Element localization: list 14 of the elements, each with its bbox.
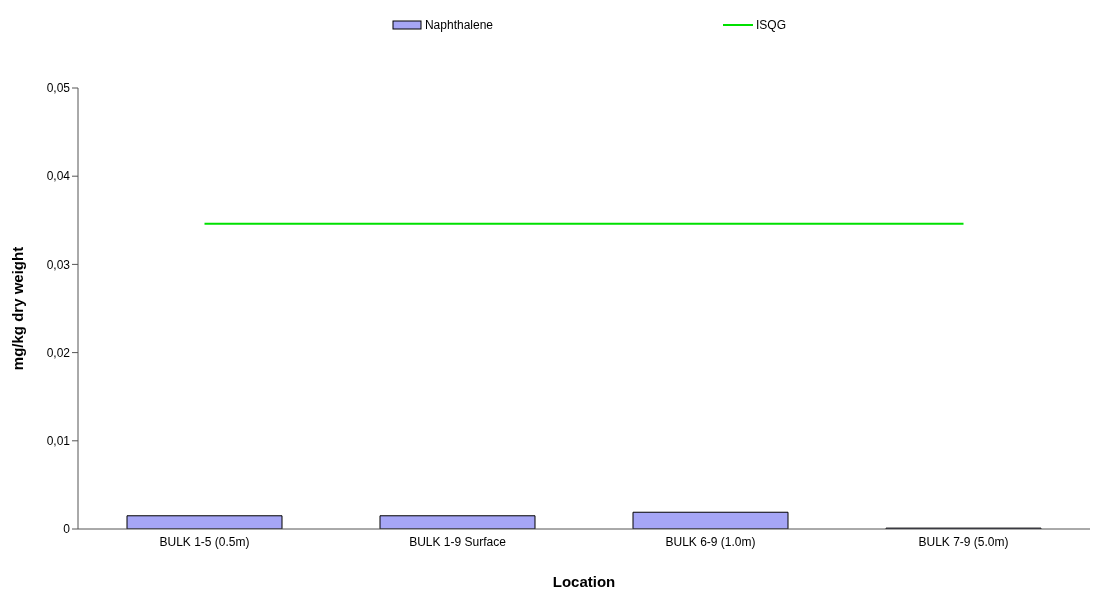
x-tick-label: BULK 6-9 (1.0m) (665, 534, 756, 549)
x-tick-label: BULK 1-5 (0.5m) (159, 534, 250, 549)
y-axis-title: mg/kg dry weight (9, 246, 27, 371)
y-tick-label: 0,05 (46, 81, 71, 96)
y-tick-label: 0,03 (46, 257, 71, 272)
legend-label: Naphthalene (423, 18, 494, 32)
y-tick-label: 0,02 (46, 345, 71, 360)
y-tick-label: 0,01 (46, 434, 71, 449)
y-tick-label: 0 (63, 522, 71, 537)
y-tick-label: 0,04 (46, 169, 71, 184)
x-tick-label: BULK 1-9 Surface (409, 534, 507, 549)
x-axis-title: Location (552, 573, 616, 590)
legend-label: ISQG (755, 18, 787, 32)
x-tick-label: BULK 7-9 (5.0m) (918, 534, 1009, 549)
